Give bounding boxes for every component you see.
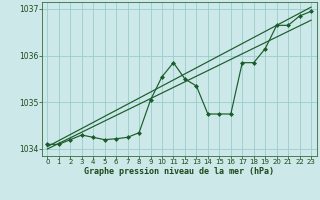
X-axis label: Graphe pression niveau de la mer (hPa): Graphe pression niveau de la mer (hPa) <box>84 167 274 176</box>
